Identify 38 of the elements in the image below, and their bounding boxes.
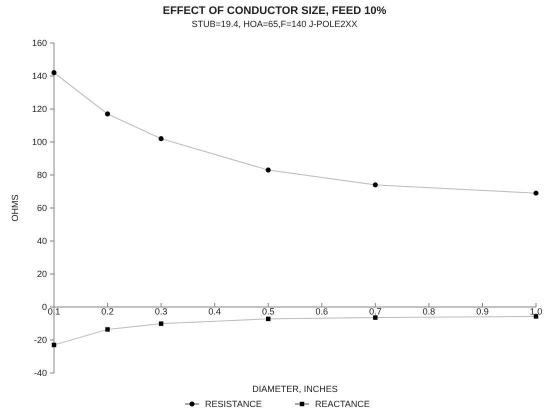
y-tick-label: 100 <box>32 136 47 147</box>
x-tick-label: 0.7 <box>369 306 382 316</box>
point <box>533 190 539 196</box>
y-tick-label: 0 <box>42 302 47 312</box>
y-tick-label: 160 <box>32 38 47 48</box>
chart-subtitle: STUB=19.4, HOA=65,F=140 J-POLE2XX <box>192 19 358 29</box>
point <box>51 70 57 76</box>
y-tick-label: -20 <box>34 334 47 345</box>
x-tick-label: 0.6 <box>316 306 328 316</box>
x-tick-label: 0.2 <box>101 306 114 316</box>
x-tick-label: 0.3 <box>154 306 168 316</box>
x-tick-label: 1.0 <box>530 306 542 316</box>
x-tick-label: 0.4 <box>208 306 221 316</box>
y-tick-label: -40 <box>34 368 47 378</box>
y-tick-label: 20 <box>36 268 47 279</box>
point <box>373 315 378 320</box>
x-tick-label: 0.8 <box>422 306 436 316</box>
y-tick-label: 80 <box>36 170 47 180</box>
point <box>52 342 56 348</box>
point <box>266 168 271 173</box>
y-tick-label: 60 <box>36 202 47 213</box>
y-tick-label: 120 <box>32 104 47 114</box>
point <box>105 111 110 116</box>
point <box>158 321 164 326</box>
point <box>158 136 164 142</box>
y-axis-title: OHMS <box>10 194 20 222</box>
point <box>266 316 270 322</box>
chart-title: EFFECT OF CONDUCTOR SIZE, FEED 10% <box>162 5 386 17</box>
x-tick-label: 0.9 <box>476 306 489 316</box>
x-tick-label: 0.5 <box>262 306 274 316</box>
point <box>105 327 110 332</box>
legend-label: RESISTANCE <box>205 399 262 409</box>
y-tick-label: 140 <box>32 70 47 81</box>
x-axis-title: DIAMETER, INCHES <box>252 384 338 394</box>
legend-label: REACTANCE <box>315 399 370 409</box>
x-tick-label: 0.1 <box>48 306 60 316</box>
point <box>372 182 378 188</box>
y-tick-label: 40 <box>36 236 47 246</box>
